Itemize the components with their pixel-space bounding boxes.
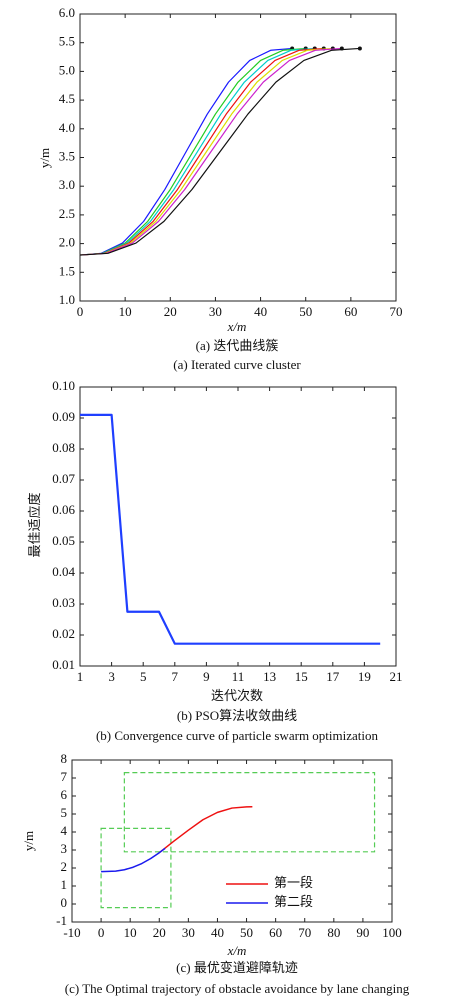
y-tick-label: 0.01 xyxy=(52,657,75,672)
y-tick-label: 5.5 xyxy=(59,34,75,49)
x-axis-label: 迭代次数 xyxy=(211,688,263,703)
legend-label: 第二段 xyxy=(274,894,313,909)
y-tick-label: 8 xyxy=(61,751,68,766)
x-axis-label: x/m xyxy=(227,943,247,958)
x-tick-label: 60 xyxy=(269,925,282,940)
x-tick-label: 7 xyxy=(172,669,179,684)
y-tick-label: 2.5 xyxy=(59,206,75,221)
x-tick-label: 3 xyxy=(108,669,115,684)
x-tick-label: 20 xyxy=(153,925,166,940)
caption-english: (c) The Optimal trajectory of obstacle a… xyxy=(65,981,410,996)
plot-frame xyxy=(71,759,393,923)
y-tick-label: 0.10 xyxy=(52,378,75,393)
x-tick-label: 19 xyxy=(358,669,371,684)
plot-frame xyxy=(79,13,397,302)
x-tick-label: 60 xyxy=(344,304,357,319)
x-tick-label: 50 xyxy=(240,925,253,940)
y-tick-label: 1.5 xyxy=(59,263,75,278)
y-tick-label: 4 xyxy=(61,823,68,838)
x-tick-label: 1 xyxy=(77,669,84,684)
x-tick-label: 0 xyxy=(77,304,84,319)
caption-english: (a) Iterated curve cluster xyxy=(173,357,301,372)
x-tick-label: 10 xyxy=(124,925,137,940)
series-line xyxy=(79,47,306,256)
x-tick-label: 0 xyxy=(98,925,105,940)
y-axis-label: y/m xyxy=(37,148,52,168)
y-tick-label: 0.07 xyxy=(52,471,75,486)
series-line xyxy=(79,47,342,256)
x-tick-label: 21 xyxy=(390,669,403,684)
legend-label: 第一段 xyxy=(274,875,313,890)
x-tick-label: 50 xyxy=(299,304,312,319)
x-tick-label: 17 xyxy=(326,669,340,684)
y-tick-label: 0.08 xyxy=(52,440,75,455)
y-axis-label: y/m xyxy=(21,831,36,851)
x-tick-label: -10 xyxy=(63,925,80,940)
y-tick-label: 5 xyxy=(61,805,68,820)
y-tick-label: 0.05 xyxy=(52,533,75,548)
region xyxy=(123,771,376,853)
y-tick-label: 3 xyxy=(61,841,68,856)
x-tick-label: 90 xyxy=(356,925,369,940)
x-tick-label: 15 xyxy=(295,669,308,684)
series-line xyxy=(80,413,381,645)
y-tick-label: 7 xyxy=(61,769,68,784)
x-tick-label: 100 xyxy=(382,925,402,940)
x-tick-label: 70 xyxy=(298,925,311,940)
x-tick-label: 30 xyxy=(182,925,195,940)
x-tick-label: 80 xyxy=(327,925,340,940)
caption: (b) PSO算法收敛曲线 xyxy=(177,708,297,723)
x-tick-label: 20 xyxy=(164,304,177,319)
caption: (c) 最优变道避障轨迹 xyxy=(176,960,298,975)
y-tick-label: 0.06 xyxy=(52,502,75,517)
y-tick-label: 3.0 xyxy=(59,177,75,192)
y-tick-label: 6 xyxy=(61,787,68,802)
x-axis-label: x/m xyxy=(227,319,247,334)
region xyxy=(100,827,172,909)
x-tick-label: 40 xyxy=(254,304,267,319)
series-line xyxy=(79,47,324,256)
x-tick-label: 30 xyxy=(209,304,222,319)
y-tick-label: 2 xyxy=(61,859,68,874)
x-tick-label: 70 xyxy=(390,304,403,319)
series-line xyxy=(79,47,333,256)
series-line xyxy=(101,847,166,873)
y-tick-label: 0.02 xyxy=(52,626,75,641)
x-tick-label: 40 xyxy=(211,925,224,940)
y-tick-label: 0.04 xyxy=(52,564,75,579)
caption-english: (b) Convergence curve of particle swarm … xyxy=(96,728,379,743)
end-point xyxy=(357,46,362,51)
y-tick-label: 0 xyxy=(61,895,68,910)
x-tick-label: 13 xyxy=(263,669,276,684)
series-line xyxy=(79,47,360,256)
series-line xyxy=(79,47,293,256)
plot-frame xyxy=(79,386,397,667)
x-tick-label: 9 xyxy=(203,669,210,684)
caption: (a) 迭代曲线簇 xyxy=(196,338,279,353)
y-tick-label: 3.5 xyxy=(59,148,75,163)
y-tick-label: 6.0 xyxy=(59,5,75,20)
y-tick-label: 0.03 xyxy=(52,595,75,610)
y-tick-label: -1 xyxy=(56,913,67,928)
y-tick-label: 0.09 xyxy=(52,409,75,424)
x-tick-label: 5 xyxy=(140,669,147,684)
y-tick-label: 1.0 xyxy=(59,292,75,307)
y-tick-label: 4.0 xyxy=(59,120,75,135)
y-tick-label: 2.0 xyxy=(59,235,75,250)
y-tick-label: 1 xyxy=(61,877,68,892)
series-line xyxy=(158,806,253,854)
y-axis-label: 最佳适应度 xyxy=(27,492,42,557)
y-tick-label: 4.5 xyxy=(59,91,75,106)
x-tick-label: 10 xyxy=(119,304,132,319)
y-tick-label: 5.0 xyxy=(59,62,75,77)
x-tick-label: 11 xyxy=(232,669,245,684)
